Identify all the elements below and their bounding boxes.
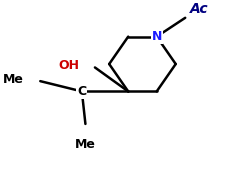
Text: Me: Me xyxy=(3,73,24,86)
Text: Ac: Ac xyxy=(190,2,209,16)
Text: OH: OH xyxy=(59,59,80,72)
Text: Me: Me xyxy=(75,138,96,151)
Text: C: C xyxy=(77,85,86,98)
Text: N: N xyxy=(151,30,162,43)
